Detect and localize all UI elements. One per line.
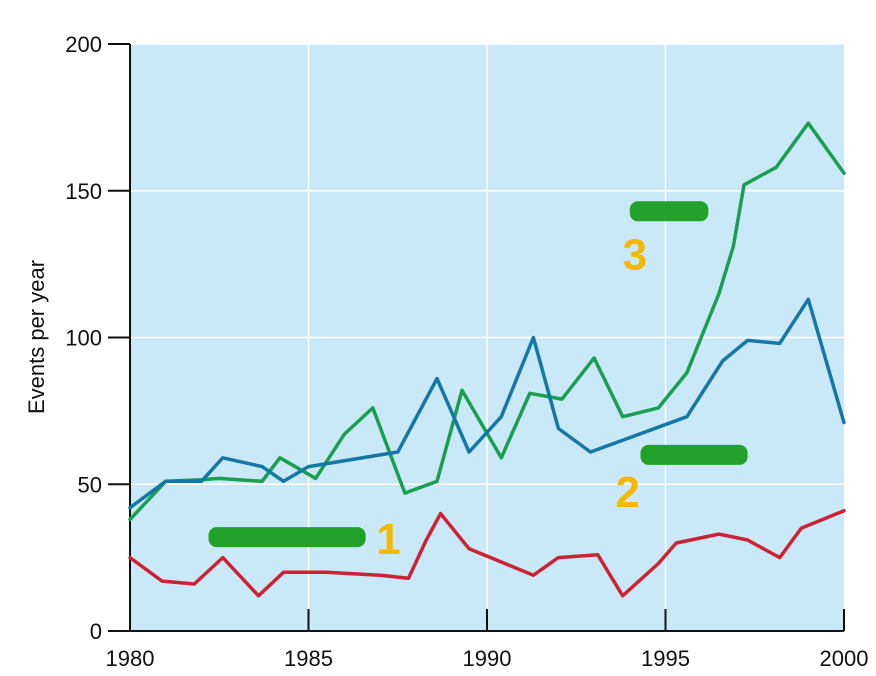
series-line-1: [128, 121, 846, 522]
grid-lines: [130, 43, 844, 631]
y-tick-label: 200: [65, 32, 102, 57]
annotations: 3 2 1: [208, 201, 748, 564]
x-tick-label: 1990: [463, 646, 512, 671]
x-tick-label: 2000: [820, 646, 869, 671]
x-tick-label: 1980: [106, 646, 155, 671]
series-annotation-label: 3: [623, 230, 647, 279]
series-annotation-label: 1: [376, 515, 400, 564]
y-tick-label: 150: [65, 179, 102, 204]
redaction-scribble: [640, 444, 748, 465]
x-tick-label: 1985: [284, 646, 333, 671]
x-tick-label: 1995: [641, 646, 690, 671]
data-series: [128, 121, 846, 598]
y-tick-label: 100: [65, 326, 102, 351]
redaction-scribble: [629, 201, 709, 222]
axes: [108, 43, 845, 632]
series-annotation-label: 2: [616, 468, 640, 517]
y-tick-label: 0: [90, 619, 102, 644]
y-tick-label: 50: [78, 472, 102, 497]
y-axis-title: Events per year: [24, 260, 49, 414]
tick-labels: 1980 1985 1990 1995 2000 0 50 100 150 200: [65, 32, 868, 671]
series-line-2: [128, 297, 846, 510]
redaction-scribble: [208, 527, 366, 548]
series-line-3: [128, 508, 846, 598]
